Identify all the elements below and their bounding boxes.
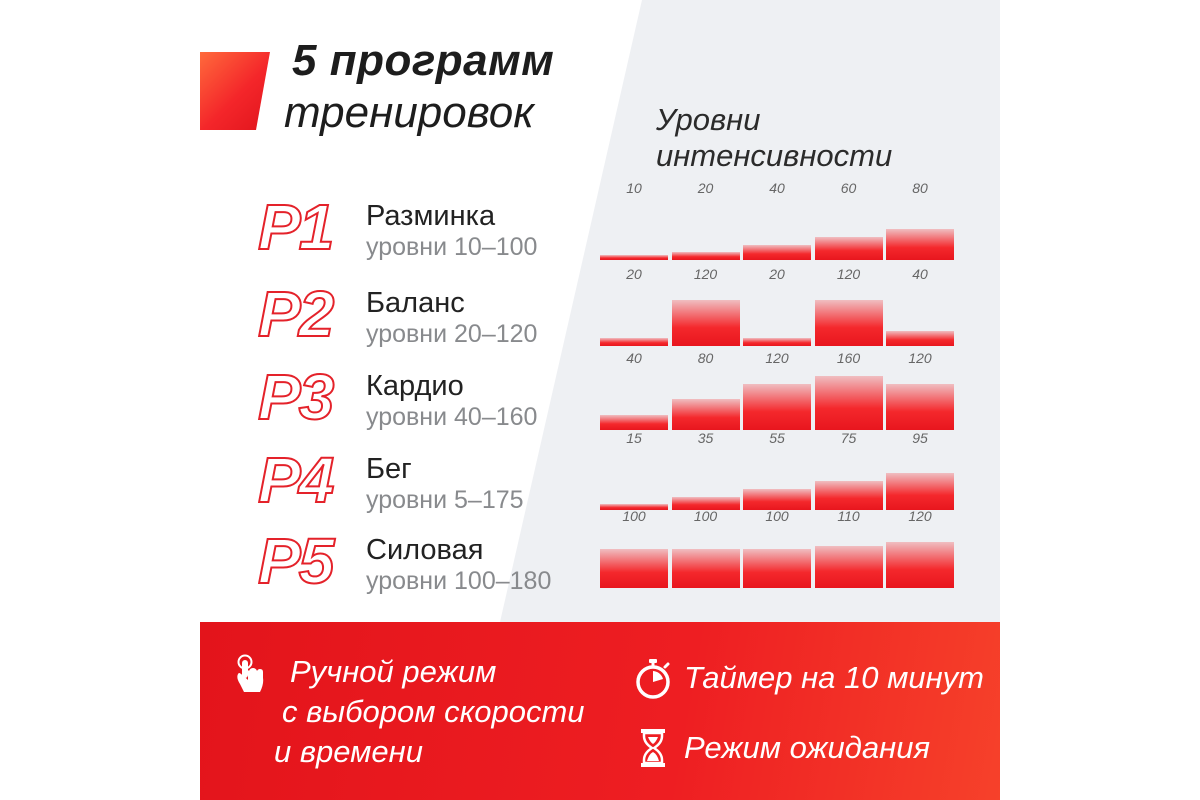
hand-pointer-icon <box>237 654 264 692</box>
intensity-bar <box>814 299 883 346</box>
bar-value-label: 120 <box>908 508 932 524</box>
intensity-bar <box>814 236 883 260</box>
intensity-bar <box>814 376 883 430</box>
program-levels: уровни 20–120 <box>366 320 538 348</box>
program-name: Кардио <box>366 370 464 402</box>
bar-value-label: 110 <box>837 508 860 524</box>
program-p3: P3 Кардио уровни 40–160 <box>257 360 588 446</box>
bar-value-label: 120 <box>693 266 718 282</box>
bar-value-label: 60 <box>840 180 857 196</box>
intensity-bar <box>600 255 668 260</box>
program-code: P3 <box>257 360 335 434</box>
intensity-bar <box>886 330 954 346</box>
intensity-bar <box>671 496 740 510</box>
intensity-chart-p1: 10 20 40 60 80 <box>600 180 960 260</box>
bar-value-label: 10 <box>626 180 642 196</box>
intensity-bar <box>671 299 740 346</box>
program-name: Силовая <box>366 534 484 566</box>
bar-value-label: 120 <box>908 350 932 366</box>
program-p1: P1 Разминка уровни 10–100 <box>257 190 588 276</box>
intensity-bar <box>671 399 740 430</box>
program-p4: P4 Бег уровни 5–175 <box>257 443 588 529</box>
program-name: Бег <box>366 453 412 485</box>
intensity-bar <box>886 541 954 588</box>
bar-value-label: 95 <box>912 430 928 446</box>
program-p5: P5 Силовая уровни 100–180 <box>257 524 588 610</box>
bar-value-label: 75 <box>840 430 857 446</box>
intensity-bar <box>886 229 954 260</box>
title-line-2: тренировок <box>284 88 534 137</box>
features-footer: Ручной режим с выбором скорости и времен… <box>200 622 1000 800</box>
intensity-bar <box>743 383 811 430</box>
bar-value-label: 35 <box>697 430 714 446</box>
intensity-bar <box>600 549 668 588</box>
manual-mode-line-1: Ручной режим <box>290 654 497 689</box>
intensity-bar <box>886 473 954 510</box>
program-levels: уровни 100–180 <box>366 567 552 595</box>
program-levels: уровни 40–160 <box>366 403 538 431</box>
bar-value-label: 40 <box>769 180 785 196</box>
manual-mode-line-3: и времени <box>274 734 423 769</box>
manual-mode-line-2: с выбором скорости <box>282 694 585 729</box>
bar-value-label: 20 <box>769 266 785 282</box>
program-code: P5 <box>257 524 335 598</box>
timer-label: Таймер на 10 минут <box>684 660 984 695</box>
hourglass-icon <box>641 729 665 767</box>
bar-value-label: 120 <box>765 350 789 366</box>
title-line-1: 5 программ <box>292 36 555 85</box>
bar-value-label: 55 <box>769 430 785 446</box>
intensity-bar <box>814 545 883 588</box>
intensity-bar <box>886 383 954 430</box>
bar-value-label: 20 <box>697 180 714 196</box>
chart-title: Уровни интенсивности <box>656 102 893 173</box>
bar-value-label: 120 <box>836 266 861 282</box>
intensity-bar <box>743 244 811 260</box>
bar-value-label: 100 <box>765 508 789 524</box>
bar-value-label: 100 <box>693 508 718 524</box>
intensity-bar <box>600 338 668 346</box>
intensity-bar <box>814 481 883 510</box>
program-name: Баланс <box>366 287 465 319</box>
bar-value-label: 80 <box>912 180 928 196</box>
program-code: P4 <box>257 443 335 517</box>
bar-value-label: 100 <box>622 508 646 524</box>
intensity-bar <box>743 549 811 588</box>
intensity-chart-p2: 20 120 20 120 40 <box>600 266 960 346</box>
program-levels: уровни 10–100 <box>366 233 538 261</box>
program-p2: P2 Баланс уровни 20–120 <box>257 277 588 363</box>
intensity-bar <box>671 252 740 260</box>
intensity-bar <box>743 488 811 510</box>
intensity-bar <box>671 549 740 588</box>
intensity-chart-p3: 40 80 120 160 120 <box>600 350 960 430</box>
bar-value-label: 80 <box>697 350 714 366</box>
intensity-chart-p4: 15 35 55 75 95 <box>600 430 960 510</box>
intensity-bar <box>600 414 668 430</box>
accent-block <box>200 52 270 130</box>
standby-label: Режим ожидания <box>684 730 931 765</box>
infographic-panel: 5 программ тренировок Уровни интенсивнос… <box>200 0 1000 800</box>
bar-value-label: 20 <box>626 266 642 282</box>
program-code: P2 <box>257 277 335 351</box>
program-code: P1 <box>257 190 335 264</box>
bar-value-label: 40 <box>912 266 928 282</box>
bar-value-label: 160 <box>836 350 861 366</box>
stopwatch-icon <box>636 659 670 699</box>
program-name: Разминка <box>366 200 496 232</box>
bar-value-label: 15 <box>626 430 642 446</box>
intensity-bar <box>600 504 668 510</box>
program-levels: уровни 5–175 <box>366 486 524 514</box>
intensity-chart-p5: 100 100 100 110 120 <box>600 508 960 588</box>
intensity-bar <box>743 338 811 346</box>
bar-value-label: 40 <box>626 350 642 366</box>
